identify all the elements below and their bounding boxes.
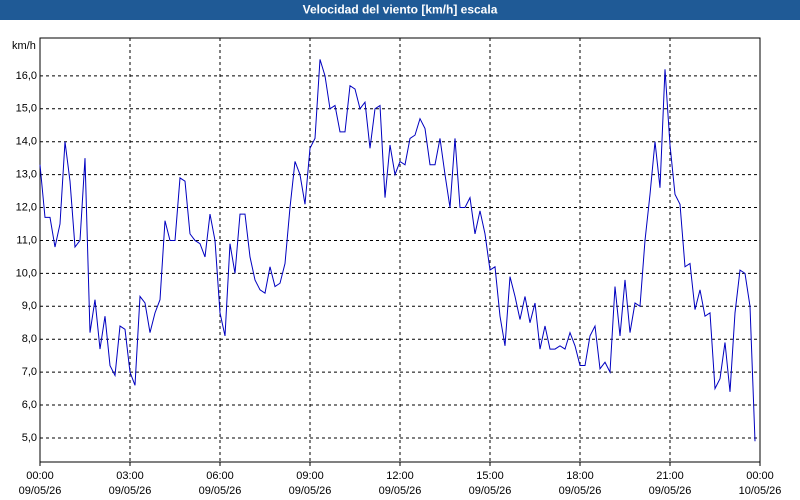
x-tick-label: 09:00 [296,470,324,482]
x-tick-label: 15:00 [476,470,504,482]
y-tick-label: 8,0 [22,333,37,345]
y-tick-label: 12,0 [16,201,37,213]
x-tick-label: 18:00 [566,470,594,482]
x-tick-label: 03:00 [116,470,144,482]
y-tick-label: 9,0 [22,300,37,312]
y-tick-label: 14,0 [16,136,37,148]
y-axis-label: km/h [12,40,36,52]
x-tick-date: 09/05/26 [199,485,242,497]
x-tick-label: 06:00 [206,470,234,482]
x-tick-date: 10/05/26 [739,485,782,497]
chart-title: Velocidad del viento [km/h] escala [303,3,498,17]
y-tick-label: 10,0 [16,267,37,279]
x-tick-date: 09/05/26 [19,485,62,497]
x-tick-label: 12:00 [386,470,414,482]
line-series [39,59,756,442]
x-tick-date: 09/05/26 [109,485,152,497]
y-tick-label: 5,0 [22,432,37,444]
title-bar [0,0,800,20]
y-tick-label: 6,0 [22,399,37,411]
y-tick-label: 16,0 [16,70,37,82]
y-tick-label: 15,0 [16,103,37,115]
x-tick-date: 09/05/26 [559,485,602,497]
x-tick-date: 09/05/26 [469,485,512,497]
x-tick-label: 21:00 [656,470,684,482]
y-tick-label: 11,0 [16,234,37,246]
x-tick-date: 09/05/26 [379,485,422,497]
x-tick-date: 09/05/26 [289,485,332,497]
x-tick-date: 09/05/26 [649,485,692,497]
x-tick-label: 00:00 [26,470,54,482]
y-tick-label: 13,0 [16,169,37,181]
x-tick-label: 00:00 [746,470,774,482]
y-tick-label: 7,0 [22,366,37,378]
